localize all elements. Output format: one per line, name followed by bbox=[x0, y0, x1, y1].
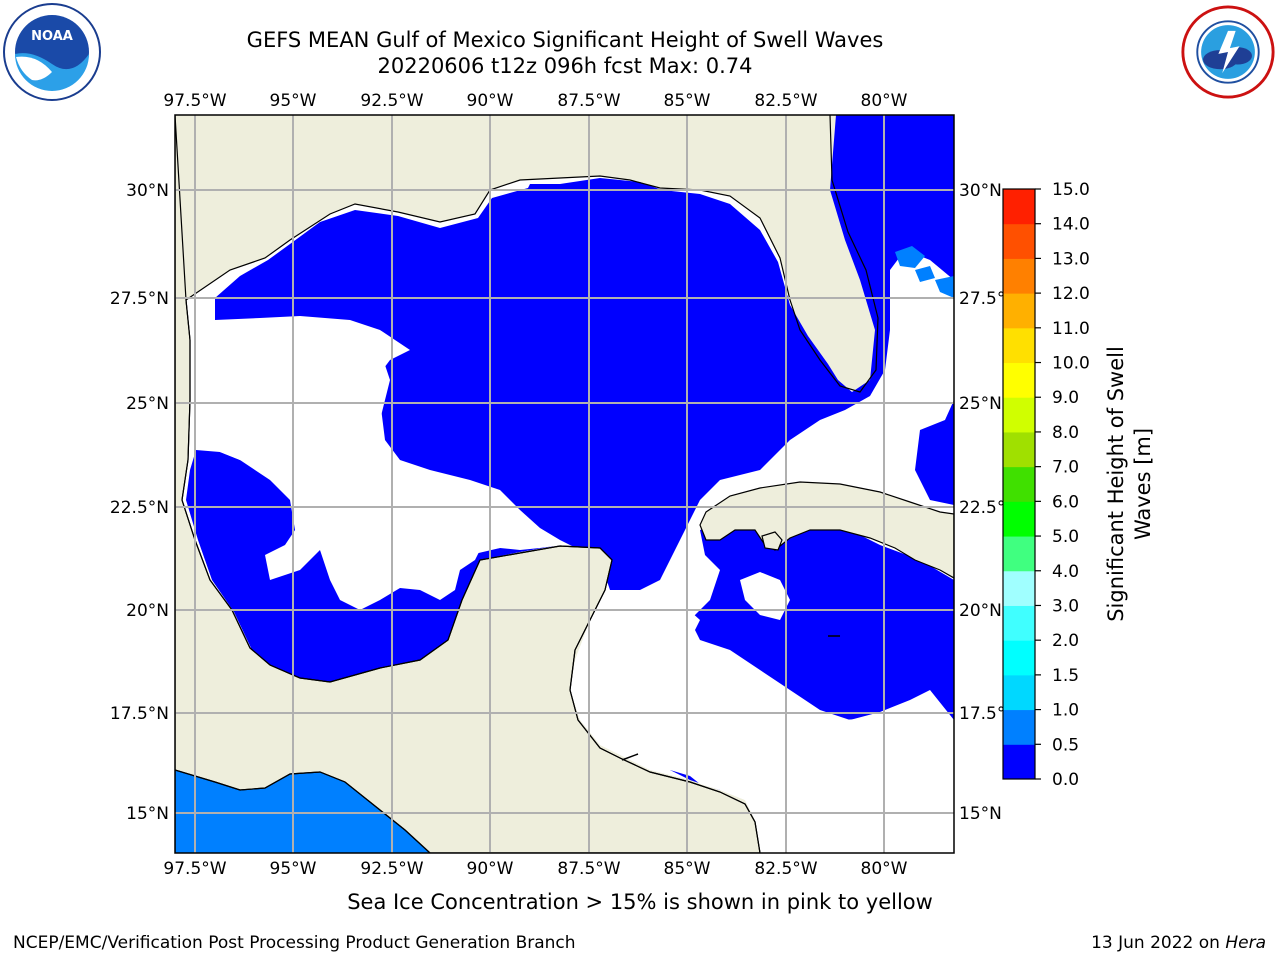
chart-title: GEFS MEAN Gulf of Mexico Significant Hei… bbox=[246, 28, 884, 52]
map-gridlines bbox=[175, 115, 954, 853]
lon-label-bottom: 95°W bbox=[270, 859, 317, 879]
noaa-logo-icon: NOAA bbox=[3, 3, 101, 101]
colorbar-tick-label: 0.0 bbox=[1052, 770, 1079, 790]
colorbar-band bbox=[1003, 709, 1035, 745]
colorbar-tick-label: 11.0 bbox=[1052, 319, 1090, 339]
lat-label-left: 30°N bbox=[126, 181, 169, 201]
colorbar-band bbox=[1003, 501, 1035, 537]
colorbar-ticks: 0.0 0.5 1.0 1.5 2.0 3.0 4.0 5.0 6.0 7.0 8.0 9.0 10.0… bbox=[1035, 180, 1090, 790]
colorbar-tick-label: 7.0 bbox=[1052, 458, 1079, 478]
lat-label-left: 27.5°N bbox=[110, 289, 169, 309]
lon-label-bottom: 90°W bbox=[467, 859, 514, 879]
colorbar-band bbox=[1003, 362, 1035, 398]
colorbar-tick-label: 2.0 bbox=[1052, 631, 1079, 651]
colorbar-tick-label: 3.0 bbox=[1052, 596, 1079, 616]
lon-labels-top: 97.5°W 95°W 92.5°W 90°W 87.5°W 85°W 82.5°W 80°W bbox=[163, 91, 907, 111]
lat-label-right: 20°N bbox=[959, 601, 1002, 621]
footer-credit: NCEP/EMC/Verification Post Processing Pr… bbox=[13, 933, 576, 953]
svg-text:NOAA: NOAA bbox=[31, 29, 73, 44]
footer-host: Hera bbox=[1225, 933, 1266, 953]
colorbar-label-line1: Significant Height of Swell bbox=[1104, 346, 1128, 622]
colorbar-tick-label: 1.0 bbox=[1052, 701, 1079, 721]
colorbar-tick-label: 10.0 bbox=[1052, 354, 1090, 374]
lon-label-bottom: 80°W bbox=[861, 859, 908, 879]
colorbar-tick-label: 15.0 bbox=[1052, 180, 1090, 200]
lon-label-top: 97.5°W bbox=[163, 91, 226, 111]
colorbar-tick-label: 13.0 bbox=[1052, 249, 1090, 269]
colorbar-band bbox=[1003, 189, 1035, 225]
lat-label-left: 25°N bbox=[126, 394, 169, 414]
swell-mid-patch-2 bbox=[915, 266, 935, 282]
colorbar-band bbox=[1003, 293, 1035, 329]
lon-label-bottom: 92.5°W bbox=[360, 859, 423, 879]
swell-mid-patch-3 bbox=[935, 276, 954, 298]
colorbar-band bbox=[1003, 605, 1035, 641]
lon-label-top: 82.5°W bbox=[754, 91, 817, 111]
colorbar-tick-label: 4.0 bbox=[1052, 562, 1079, 582]
colorbar-tick-label: 8.0 bbox=[1052, 423, 1079, 443]
lat-label-right: 25°N bbox=[959, 394, 1002, 414]
lon-label-top: 92.5°W bbox=[360, 91, 423, 111]
lat-label-left: 20°N bbox=[126, 601, 169, 621]
lon-label-bottom: 85°W bbox=[664, 859, 711, 879]
lon-label-bottom: 87.5°W bbox=[557, 859, 620, 879]
lat-label-left: 15°N bbox=[126, 804, 169, 824]
lon-label-bottom: 97.5°W bbox=[163, 859, 226, 879]
colorbar-tick-label: 14.0 bbox=[1052, 215, 1090, 235]
colorbar-band bbox=[1003, 570, 1035, 606]
lon-label-top: 80°W bbox=[861, 91, 908, 111]
lat-label-left: 17.5°N bbox=[110, 704, 169, 724]
swell-mid-patch-1 bbox=[895, 246, 925, 268]
lon-label-top: 85°W bbox=[664, 91, 711, 111]
colorbar-tick-label: 6.0 bbox=[1052, 492, 1079, 512]
colorbar-tick-label: 12.0 bbox=[1052, 284, 1090, 304]
nodata-patch-3 bbox=[740, 572, 790, 620]
nodata-patch-2 bbox=[578, 598, 954, 853]
swell-region-north bbox=[215, 115, 954, 590]
lat-label-right: 15°N bbox=[959, 804, 1002, 824]
footer-date-text: 13 Jun 2022 on bbox=[1091, 933, 1226, 953]
colorbar-band bbox=[1003, 674, 1035, 711]
colorbar-band bbox=[1003, 327, 1035, 364]
footer-date: 13 Jun 2022 on Hera bbox=[1091, 933, 1266, 953]
lon-label-top: 95°W bbox=[270, 91, 317, 111]
colorbar-band bbox=[1003, 397, 1035, 433]
colorbar-band bbox=[1003, 223, 1035, 259]
colorbar-frame bbox=[1002, 188, 1036, 780]
mexico-coast bbox=[181, 299, 761, 853]
colorbar bbox=[1003, 189, 1035, 780]
colorbar-band bbox=[1003, 431, 1035, 468]
lon-labels-bottom: 97.5°W 95°W 92.5°W 90°W 87.5°W 85°W 82.5°W 80°W bbox=[163, 859, 907, 879]
chart-subtitle: 20220606 t12z 096h fcst Max: 0.74 bbox=[377, 54, 753, 78]
lat-label-right: 30°N bbox=[959, 181, 1002, 201]
colorbar-tick-label: 9.0 bbox=[1052, 388, 1079, 408]
nws-logo-icon bbox=[1181, 5, 1275, 99]
colorbar-label-line2: Waves [m] bbox=[1131, 428, 1155, 540]
colorbar-band bbox=[1003, 536, 1035, 572]
colorbar-tick-label: 1.5 bbox=[1052, 666, 1079, 686]
colorbar-band bbox=[1003, 466, 1035, 502]
lon-label-bottom: 82.5°W bbox=[754, 859, 817, 879]
lat-label-left: 22.5°N bbox=[110, 498, 169, 518]
lon-label-top: 87.5°W bbox=[557, 91, 620, 111]
nodata-patch-1 bbox=[200, 332, 540, 600]
isla-juventud-land bbox=[761, 531, 783, 551]
colorbar-tick-label: 0.5 bbox=[1052, 735, 1079, 755]
pacific-water bbox=[175, 770, 430, 853]
lon-label-top: 90°W bbox=[467, 91, 514, 111]
colorbar-band bbox=[1003, 258, 1035, 294]
swell-region-caribbean bbox=[690, 520, 954, 720]
swan-island-land bbox=[621, 753, 639, 761]
lat-labels-left: 30°N 27.5°N 25°N 22.5°N 20°N 17.5°N 15°N bbox=[110, 181, 169, 824]
sea-ice-note: Sea Ice Concentration > 15% is shown in … bbox=[347, 890, 933, 914]
map-frame bbox=[174, 114, 955, 854]
colorbar-band bbox=[1003, 640, 1035, 676]
colorbar-band bbox=[1003, 744, 1035, 780]
colorbar-tick-label: 5.0 bbox=[1052, 527, 1079, 547]
